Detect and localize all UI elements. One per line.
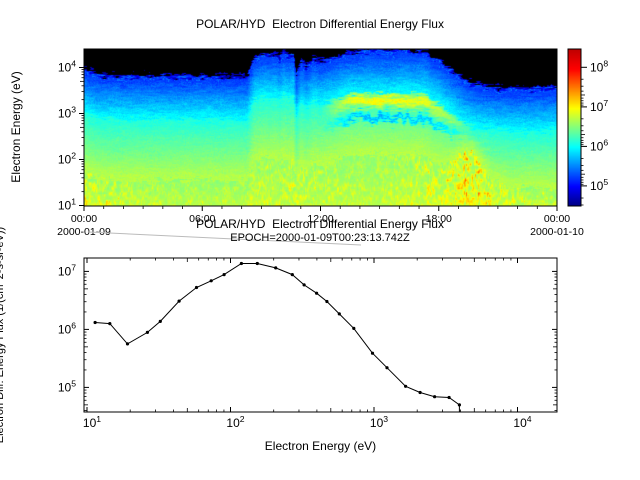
- svg-text:103: 103: [370, 414, 388, 430]
- svg-text:2000-01-10: 2000-01-10: [530, 226, 584, 238]
- svg-text:105: 105: [58, 378, 76, 394]
- svg-text:EPOCH=2000-01-09T00:23:13.742Z: EPOCH=2000-01-09T00:23:13.742Z: [230, 232, 410, 244]
- svg-text:POLAR/HYD Electron Differenti: POLAR/HYD Electron Differential Energy F…: [196, 217, 444, 231]
- svg-text:107: 107: [590, 98, 608, 114]
- svg-text:102: 102: [226, 414, 244, 430]
- svg-text:105: 105: [590, 177, 608, 193]
- svg-text:00:00: 00:00: [71, 213, 97, 225]
- svg-text:POLAR/HYD Electron Differenti: POLAR/HYD Electron Differential Energy F…: [196, 17, 444, 31]
- svg-text:106: 106: [58, 320, 76, 336]
- svg-text:101: 101: [83, 414, 101, 430]
- svg-text:Electron Energy (eV): Electron Energy (eV): [265, 439, 376, 453]
- svg-text:2000-01-09: 2000-01-09: [57, 226, 111, 238]
- svg-text:101: 101: [58, 197, 76, 213]
- svg-text:108: 108: [590, 58, 608, 74]
- svg-text:Electron Energy (eV): Electron Energy (eV): [9, 71, 23, 182]
- svg-text:107: 107: [58, 262, 76, 278]
- svg-text:102: 102: [58, 151, 76, 167]
- svg-text:103: 103: [58, 105, 76, 121]
- svg-text:104: 104: [513, 414, 531, 430]
- svg-text:104: 104: [58, 59, 76, 75]
- svg-text:106: 106: [590, 137, 608, 153]
- svg-text:00:00: 00:00: [544, 213, 570, 225]
- svg-text:Electron Diff. Energy Flux (1/: Electron Diff. Energy Flux (1/(cm^2-s-sr…: [0, 227, 6, 443]
